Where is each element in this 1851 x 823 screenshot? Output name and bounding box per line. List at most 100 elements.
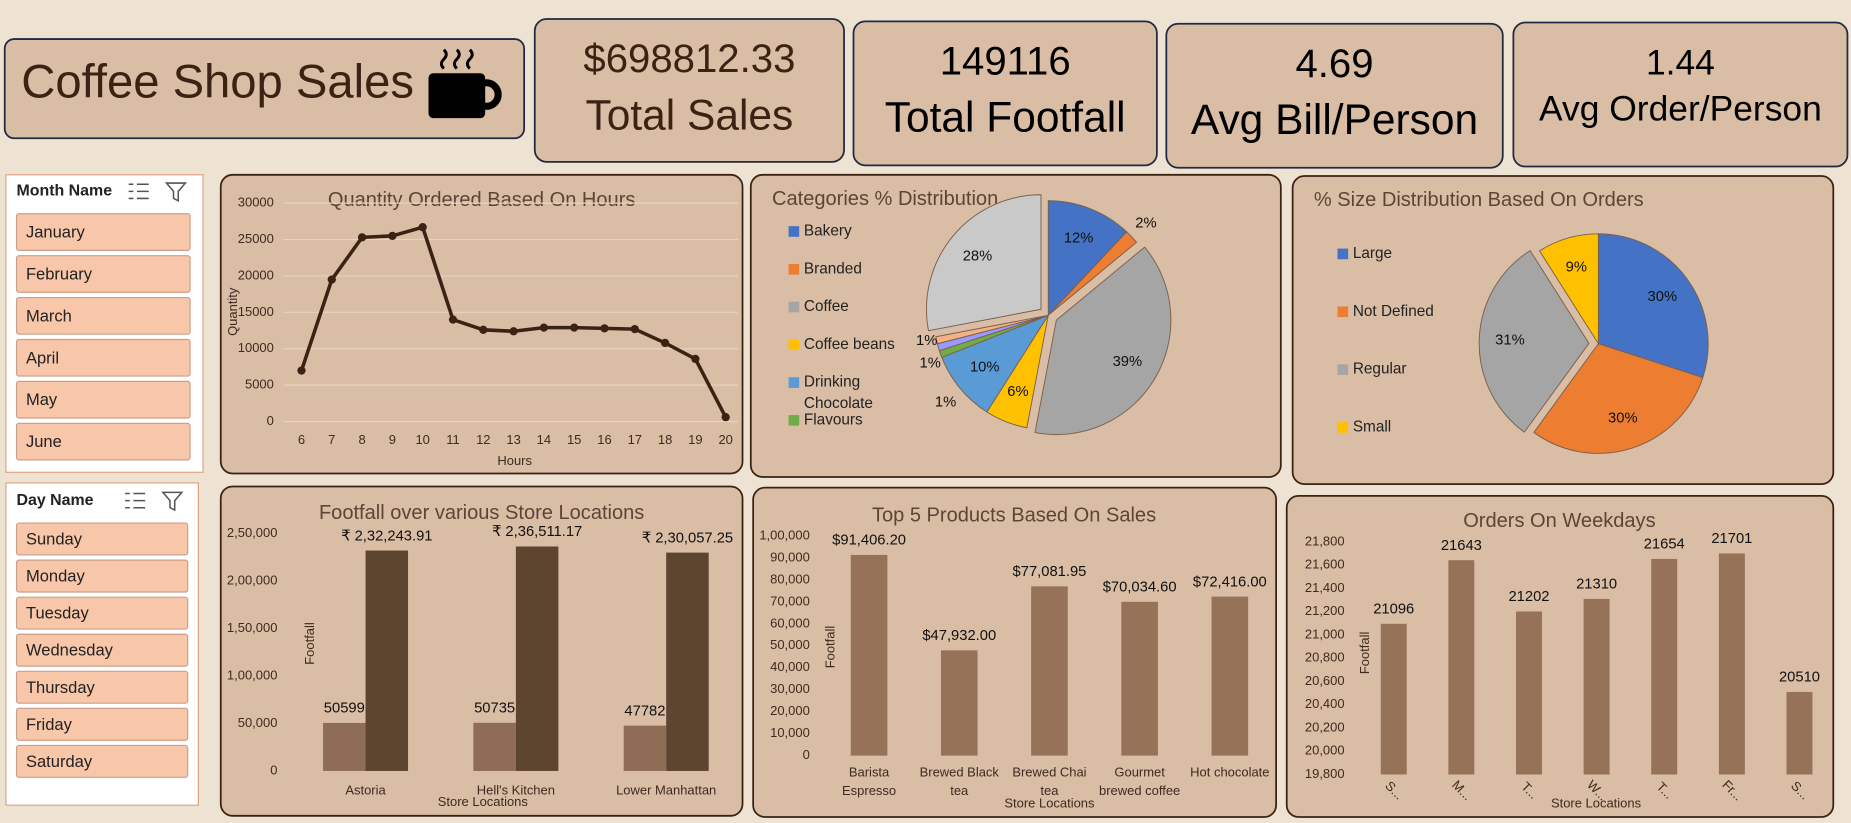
bar — [1583, 598, 1610, 775]
x-axis-label: Hours — [497, 453, 532, 468]
text-line: Drinking — [804, 374, 860, 391]
bar — [1448, 560, 1475, 775]
slicer-item[interactable] — [15, 633, 189, 667]
x-tick-label: 8 — [358, 432, 365, 447]
kpi-value: $698812.33 — [583, 36, 795, 81]
y-axis-label: Footfall — [1357, 632, 1372, 675]
line-marker — [357, 233, 367, 242]
legend-label: Large — [1353, 245, 1392, 262]
data-label: 50599 — [324, 701, 365, 717]
slicer-item-label: April — [26, 348, 59, 367]
y-tick-label: 20,400 — [1305, 696, 1345, 711]
legend-marker — [788, 415, 800, 426]
data-label: 30% — [1608, 411, 1638, 427]
y-tick-label: 30000 — [238, 195, 274, 210]
slicer-item[interactable] — [15, 213, 191, 251]
y-axis-label: Quantity — [225, 287, 240, 336]
data-label: $72,416.00 — [1193, 574, 1267, 590]
slicer-item[interactable] — [15, 338, 191, 377]
slicer-item[interactable] — [15, 255, 191, 293]
slicer-item-label: March — [26, 306, 72, 325]
y-tick-label: 25000 — [238, 231, 274, 246]
legend-marker — [788, 263, 800, 275]
x-tick-label: Lower Manhattan — [616, 782, 716, 797]
x-axis-label: Store Locations — [438, 794, 529, 809]
y-tick-label: 0 — [267, 413, 274, 428]
legend-marker — [1337, 364, 1349, 375]
y-tick-label: 2,00,000 — [227, 573, 277, 588]
y-tick-label: 20,200 — [1305, 719, 1345, 734]
bar — [1718, 553, 1745, 775]
slicer-item-label: June — [26, 432, 62, 451]
data-label: 1% — [920, 356, 941, 372]
data-label: 30% — [1648, 289, 1678, 305]
text-line: Barista — [849, 765, 890, 780]
slicer-item[interactable] — [15, 422, 191, 461]
text-line: brewed coffee — [1099, 784, 1180, 799]
y-tick-label: 1,00,000 — [227, 667, 277, 682]
y-tick-label: 19,800 — [1305, 766, 1345, 781]
x-tick-label: 18 — [658, 432, 672, 447]
slicer-item[interactable] — [15, 670, 189, 704]
bar — [1651, 558, 1678, 775]
text-line: Chocolate — [804, 395, 873, 412]
slicer-item[interactable] — [15, 522, 189, 556]
bar — [1786, 691, 1813, 775]
line-marker — [630, 324, 639, 334]
line-marker — [691, 354, 700, 364]
data-label: ₹ 2,30,057.25 — [642, 530, 733, 546]
data-label: ₹ 2,36,511.17 — [492, 524, 582, 540]
y-tick-label: 21,200 — [1305, 603, 1345, 618]
data-label: 10% — [970, 360, 1000, 376]
x-tick-label: Astoria — [345, 782, 386, 797]
bar — [623, 725, 667, 771]
data-label: 2% — [1135, 215, 1156, 231]
data-label: 21654 — [1644, 537, 1685, 553]
data-label: 39% — [1113, 354, 1143, 370]
slicer-item[interactable] — [15, 596, 189, 630]
y-tick-label: 30,000 — [770, 681, 810, 696]
title-card — [3, 38, 526, 140]
kpi-label: Total Footfall — [885, 95, 1126, 142]
kpi-card — [852, 20, 1158, 167]
slicer-item[interactable] — [15, 707, 189, 741]
slicer-item[interactable] — [15, 744, 189, 778]
line-marker — [297, 366, 306, 375]
y-tick-label: 20000 — [238, 267, 274, 282]
slicer-item[interactable] — [15, 296, 191, 335]
slicer-item-label: May — [26, 390, 58, 409]
x-tick-label: Brewed Chai tea — [1012, 765, 1086, 799]
chart-title: Quantity Ordered Based On Hours — [328, 189, 636, 211]
text-line: tea — [950, 784, 969, 799]
mug-icon — [428, 48, 502, 119]
line-marker — [539, 323, 549, 332]
bar — [1121, 601, 1158, 756]
bar — [365, 550, 409, 771]
data-label: 1% — [916, 333, 937, 349]
pie-slice — [1538, 233, 1599, 346]
line-marker — [327, 275, 336, 284]
bar — [850, 554, 888, 756]
x-tick-label: Gourmet brewed coffee — [1099, 765, 1180, 799]
data-label: 1% — [935, 395, 956, 411]
line-marker — [660, 338, 670, 348]
slicer-item-label: February — [26, 265, 93, 284]
pie-slice — [1478, 249, 1590, 433]
y-tick-label: 50,000 — [770, 637, 810, 652]
text-line: tea — [1040, 784, 1059, 799]
pie-slice — [935, 314, 1049, 345]
data-label: $91,406.20 — [832, 533, 906, 549]
legend-label: Drinking Chocolate — [804, 374, 873, 412]
x-tick-label: 10 — [415, 432, 429, 447]
slicer-item[interactable] — [15, 559, 189, 593]
legend-marker — [788, 339, 800, 351]
legend-label: Branded — [804, 260, 862, 277]
data-label: 20510 — [1779, 670, 1820, 686]
legend-label: Coffee beans — [804, 336, 895, 353]
line-marker — [479, 325, 488, 334]
y-tick-label: 40,000 — [770, 659, 810, 674]
data-label: 50735 — [474, 701, 515, 717]
kpi-card — [1512, 21, 1849, 168]
slicer-item[interactable] — [15, 380, 191, 419]
